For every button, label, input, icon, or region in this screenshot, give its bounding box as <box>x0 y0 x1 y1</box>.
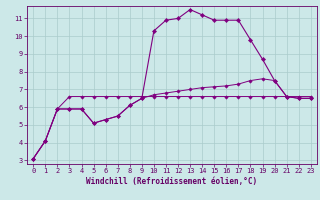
X-axis label: Windchill (Refroidissement éolien,°C): Windchill (Refroidissement éolien,°C) <box>86 177 258 186</box>
